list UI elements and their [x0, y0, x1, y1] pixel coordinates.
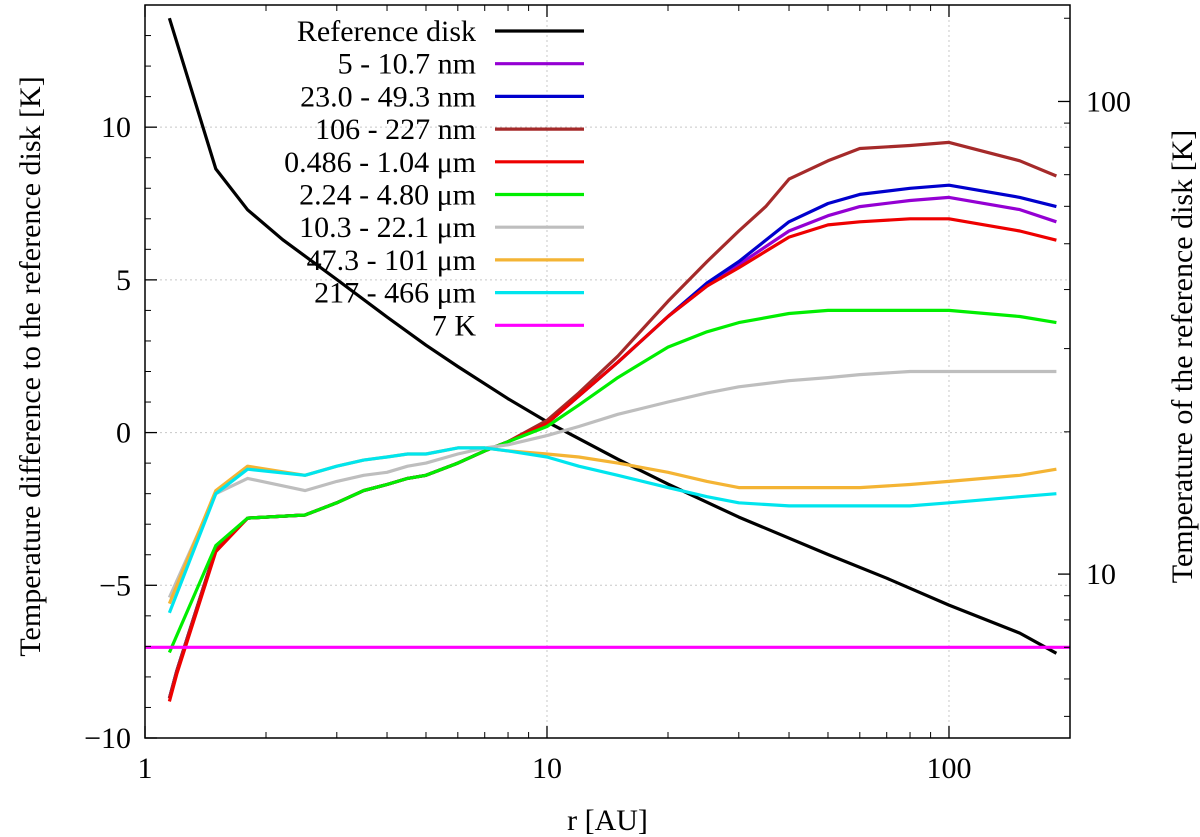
x-tick-label: 10 [532, 752, 562, 785]
x-axis-label: r [AU] [567, 804, 648, 837]
y-tick-label: 5 [116, 264, 131, 297]
series-line-0 [167, 17, 1058, 655]
x-tick-label: 1 [138, 752, 153, 785]
series-line-2 [167, 183, 1057, 699]
legend-label-3: 106 - 227 nm [315, 113, 476, 146]
legend-label-0: Reference disk [297, 15, 476, 48]
series-line-6 [167, 369, 1057, 599]
series-lines [145, 17, 1070, 702]
y-tick-label: −10 [84, 722, 131, 755]
y-axis-label: Temperature difference to the reference … [14, 76, 47, 656]
y2-tick-label: 10 [1086, 558, 1116, 591]
series-line-5 [167, 308, 1057, 654]
legend-label-2: 23.0 - 49.3 nm [300, 80, 476, 113]
series-line-4 [167, 217, 1057, 702]
legend-label-5: 2.24 - 4.80 μm [299, 179, 476, 212]
series-line-8 [167, 446, 1057, 614]
x-tick-label: 100 [926, 752, 971, 785]
y2-axis-label: Temperature of the reference disk [K] [1166, 130, 1199, 584]
legend-label-6: 10.3 - 22.1 μm [299, 211, 476, 244]
series-line-1 [167, 195, 1057, 699]
legend-label-4: 0.486 - 1.04 μm [284, 146, 476, 179]
legend-label-8: 217 - 466 μm [314, 277, 476, 310]
y-tick-label: 0 [116, 417, 131, 450]
axis-ticks: −10 −5 0 5 10 1 10 100 10 100 [84, 4, 1131, 785]
legend-label-1: 5 - 10.7 nm [338, 48, 476, 81]
y2-tick-label: 100 [1086, 85, 1131, 118]
y-tick-label: 10 [101, 111, 131, 144]
legend-label-7: 47.3 - 101 μm [307, 244, 476, 277]
series-line-7 [167, 446, 1057, 605]
y-tick-label: −5 [99, 569, 131, 602]
legend-label-9: 7 K [432, 309, 477, 342]
